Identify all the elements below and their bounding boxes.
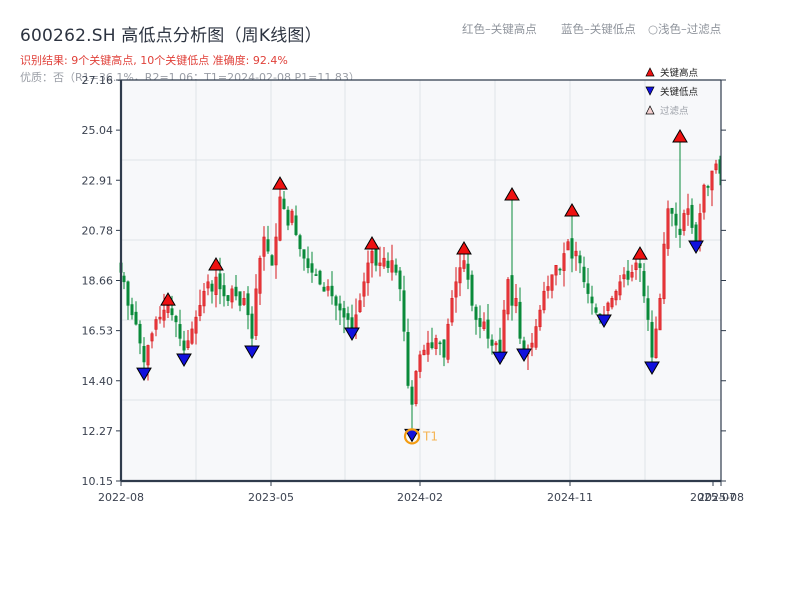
key-low-marker	[688, 240, 704, 255]
y-tick-label: 10.15	[82, 475, 114, 488]
key-high-marker	[208, 256, 224, 271]
legend-top-blue: 蓝色–关键低点	[561, 22, 636, 36]
y-tick-label: 18.66	[82, 275, 114, 288]
y-tick-label: 14.40	[82, 375, 114, 388]
key-high-marker	[504, 186, 520, 201]
key-low-marker	[136, 367, 152, 382]
x-tick-label: 2024-11	[547, 491, 593, 504]
key-low-marker	[516, 348, 532, 362]
legend-top-light: ○浅色–过滤点	[648, 22, 722, 36]
y-tick-label: 16.53	[82, 325, 114, 338]
key-low-marker	[244, 345, 260, 359]
y-tick-label: 20.78	[82, 224, 114, 237]
y-tick-label: 25.04	[82, 124, 114, 137]
result-summary: 识别结果: 9个关键高点, 10个关键低点 准确度: 92.4%	[20, 54, 288, 67]
key-high-marker	[160, 292, 176, 306]
t1-ring-marker	[403, 428, 421, 445]
y-axis-ticks: 27.16 25.04 22.91 20.78 18.66 16.53 14.40 12.27…	[82, 74, 726, 488]
key-high-marker	[456, 240, 472, 255]
gridlines	[121, 80, 721, 481]
key-low-marker	[344, 327, 360, 342]
legend-label: 关键高点	[660, 67, 699, 79]
y-tick-label: 22.91	[82, 174, 114, 187]
legend-low-icon	[645, 86, 655, 96]
x-axis-ticks: 2022-08 2023-05 2024-02 2024-11 2025-072025-…	[98, 481, 744, 504]
legend-label: 过滤点	[660, 105, 689, 117]
y-tick-label: 12.27	[82, 425, 114, 438]
key-high-marker	[564, 203, 580, 217]
key-point-markers: T1	[136, 128, 704, 445]
legend-high-icon	[645, 67, 655, 77]
key-low-marker	[176, 353, 192, 367]
key-high-marker	[272, 176, 288, 190]
key-low-marker	[492, 351, 508, 366]
y-tick-label: 27.16	[82, 74, 114, 87]
t1-label: T1	[422, 429, 438, 443]
key-high-marker	[364, 236, 380, 250]
x-tick-label: 2023-05	[248, 491, 294, 504]
candles	[119, 138, 722, 434]
x-tick-label: 2025-07	[690, 491, 736, 504]
key-low-marker	[596, 314, 612, 329]
key-low-marker	[644, 361, 660, 375]
x-tick-label: 2024-02	[397, 491, 443, 504]
plot-area	[121, 80, 721, 481]
x-tick-label: 2025-08	[698, 491, 744, 504]
key-high-marker	[632, 246, 648, 260]
legend-label: 关键低点	[660, 86, 699, 98]
legend-top-red: 红色–关键高点	[462, 22, 537, 36]
legend-filtered-icon	[645, 105, 655, 115]
chart-title: 600262.SH 高低点分析图（周K线图）	[20, 26, 322, 46]
key-high-marker	[672, 128, 688, 143]
x-tick-label: 2022-08	[98, 491, 144, 504]
